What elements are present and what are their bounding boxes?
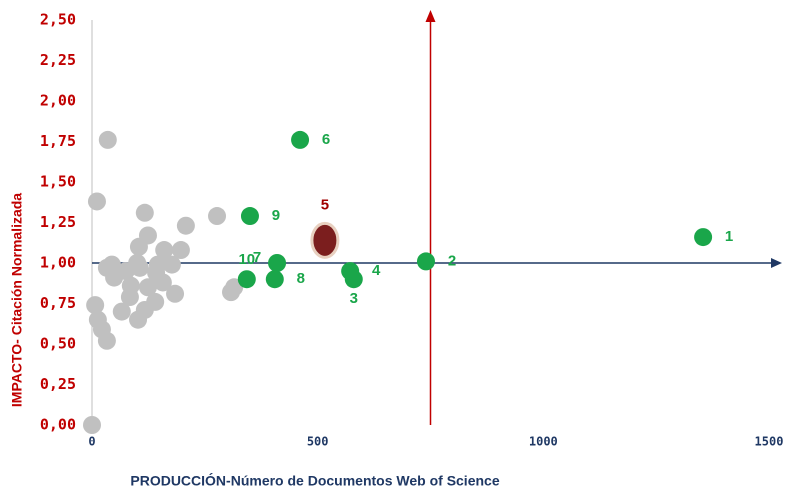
point xyxy=(291,130,310,149)
x-tick-label: 500 xyxy=(307,435,329,449)
x-tick-label: 1500 xyxy=(755,435,784,449)
point xyxy=(112,302,131,321)
point xyxy=(237,270,256,289)
point-label: 8 xyxy=(297,270,305,287)
point xyxy=(265,270,284,289)
point xyxy=(86,296,105,315)
point-label: 10 xyxy=(238,251,255,268)
point-label: 1 xyxy=(725,228,733,245)
point xyxy=(97,331,116,350)
point xyxy=(155,241,174,260)
emblem-point xyxy=(310,221,340,259)
y-tick-label: 2,25 xyxy=(40,51,76,69)
x-axis-label: PRODUCCIÓN-Número de Documentos Web of S… xyxy=(130,472,499,489)
x-tick-label: 1000 xyxy=(529,435,558,449)
point xyxy=(153,273,172,292)
y-tick-label: 1,75 xyxy=(40,132,76,150)
point-label: 3 xyxy=(350,290,358,307)
point xyxy=(694,228,713,247)
point xyxy=(166,284,185,303)
y-axis-label: IMPACTO- Citación Normalizada xyxy=(9,193,25,407)
point xyxy=(208,207,227,226)
y-tick-label: 2,50 xyxy=(40,11,76,29)
y-tick-label: 2,00 xyxy=(40,92,76,110)
point xyxy=(222,283,241,302)
y-tick-label: 1,50 xyxy=(40,173,76,191)
point xyxy=(129,237,148,256)
point xyxy=(176,216,195,235)
point xyxy=(87,192,106,211)
point xyxy=(98,130,117,149)
point xyxy=(416,252,435,271)
point xyxy=(135,203,154,222)
point xyxy=(148,255,167,274)
point xyxy=(83,416,101,434)
arrow-head xyxy=(425,10,436,22)
point xyxy=(240,207,259,226)
point-label: 5 xyxy=(321,196,329,213)
y-tick-label: 1,00 xyxy=(40,254,76,272)
point-label: 6 xyxy=(322,131,330,148)
y-tick-label: 1,25 xyxy=(40,213,76,231)
y-tick-label: 0,25 xyxy=(40,375,76,393)
y-tick-label: 0,00 xyxy=(40,416,76,434)
y-tick-label: 0,50 xyxy=(40,335,76,353)
point xyxy=(130,258,149,277)
point xyxy=(171,241,190,260)
point xyxy=(162,255,181,274)
point xyxy=(341,262,360,281)
point xyxy=(268,254,287,272)
arrow-head xyxy=(771,258,782,268)
point xyxy=(116,262,135,281)
point xyxy=(120,288,139,307)
y-tick-label: 0,75 xyxy=(40,294,76,312)
point-label: 4 xyxy=(372,262,381,279)
point xyxy=(138,278,157,297)
point-label: 9 xyxy=(272,207,280,224)
point-label: 2 xyxy=(448,252,456,269)
x-tick-label: 0 xyxy=(88,435,95,449)
point-label: 7 xyxy=(253,249,261,266)
point xyxy=(129,310,148,329)
